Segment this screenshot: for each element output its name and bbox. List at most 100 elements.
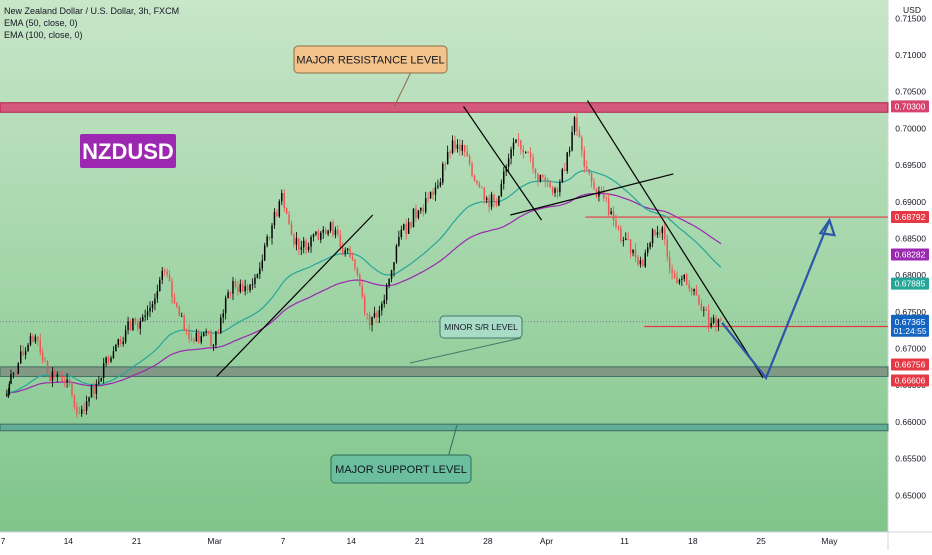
candle-body bbox=[73, 395, 76, 407]
candle-75 bbox=[183, 313, 185, 332]
candle-94 bbox=[229, 291, 232, 299]
candle-113 bbox=[276, 209, 278, 218]
minor-sr-callout-box bbox=[439, 315, 523, 339]
candle-body bbox=[686, 274, 688, 285]
minor-sr-callout-pointer bbox=[409, 337, 522, 364]
candle-194 bbox=[473, 174, 476, 182]
candle-120 bbox=[293, 232, 295, 248]
candle-76 bbox=[185, 328, 188, 336]
price-tick-label: 0.70000 bbox=[895, 123, 926, 133]
major-support-callout: MAJOR SUPPORT LEVEL bbox=[330, 424, 472, 484]
candle-body bbox=[698, 295, 700, 304]
candle-277 bbox=[676, 271, 678, 285]
candle-129 bbox=[315, 231, 317, 236]
candle-139 bbox=[339, 229, 342, 251]
candle-90 bbox=[220, 314, 222, 335]
candle-257 bbox=[627, 232, 629, 241]
candle-body bbox=[239, 284, 242, 292]
candle-body bbox=[90, 386, 93, 398]
candle-20 bbox=[49, 373, 51, 384]
candle-body bbox=[410, 222, 412, 228]
candle-body bbox=[198, 332, 200, 343]
candle-body bbox=[498, 196, 500, 206]
candle-body bbox=[554, 188, 556, 193]
candle-1 bbox=[6, 390, 9, 398]
candle-275 bbox=[671, 264, 673, 280]
candle-0 bbox=[6, 389, 8, 398]
candle-body bbox=[310, 237, 312, 247]
candle-234 bbox=[571, 125, 573, 152]
candle-8 bbox=[20, 345, 22, 365]
candle-body bbox=[571, 131, 573, 151]
time-axis[interactable]: 7 14 21 Mar 7 14 21 28 Apr 11 18 25 May bbox=[1, 536, 839, 546]
candle-body bbox=[629, 239, 632, 254]
ema100-legend[interactable]: EMA (100, close, 0) bbox=[4, 30, 83, 40]
candle-body bbox=[54, 371, 56, 378]
candle-38 bbox=[93, 381, 95, 399]
candle-body bbox=[120, 339, 122, 344]
candle-15 bbox=[37, 336, 39, 346]
candle-199 bbox=[485, 195, 488, 204]
symbol-badge: NZDUSD bbox=[80, 134, 176, 168]
candle-201 bbox=[490, 191, 493, 211]
candle-83 bbox=[202, 332, 205, 337]
candle-182 bbox=[444, 161, 446, 171]
candle-97 bbox=[237, 281, 239, 296]
candle-53 bbox=[129, 319, 132, 331]
candle-103 bbox=[251, 278, 254, 290]
candle-body bbox=[349, 248, 351, 257]
candle-body bbox=[63, 381, 66, 382]
candle-205 bbox=[500, 179, 503, 198]
candle-body bbox=[356, 267, 359, 275]
candle-body bbox=[703, 309, 705, 311]
major-resistance-callout-box bbox=[293, 45, 448, 74]
ema50-legend[interactable]: EMA (50, close, 0) bbox=[4, 18, 78, 28]
candle-body bbox=[10, 374, 12, 384]
candle-133 bbox=[324, 227, 327, 235]
candle-123 bbox=[300, 240, 303, 256]
candle-279 bbox=[681, 275, 683, 286]
candle-128 bbox=[312, 233, 315, 242]
ema100-line bbox=[6, 192, 722, 394]
candle-body bbox=[585, 166, 588, 170]
candle-body bbox=[298, 238, 300, 250]
candle-body bbox=[122, 341, 124, 344]
candle-body bbox=[420, 207, 422, 211]
candle-116 bbox=[283, 189, 285, 213]
candle-153 bbox=[373, 306, 376, 319]
candle-60 bbox=[146, 305, 149, 321]
candle-175 bbox=[427, 192, 429, 203]
candle-270 bbox=[659, 229, 661, 239]
candle-74 bbox=[181, 312, 183, 317]
candle-body bbox=[529, 152, 532, 158]
candle-181 bbox=[442, 161, 444, 186]
candle-body bbox=[342, 247, 344, 254]
candle-225 bbox=[549, 180, 551, 189]
candle-body bbox=[515, 139, 517, 143]
candle-body bbox=[476, 180, 478, 184]
candle-body bbox=[444, 163, 446, 165]
candle-body bbox=[583, 150, 586, 167]
candle-body bbox=[149, 307, 151, 312]
candle-227 bbox=[554, 186, 556, 197]
candle-278 bbox=[678, 278, 681, 285]
candle-body bbox=[283, 192, 285, 209]
time-tick-label: 7 bbox=[1, 536, 6, 546]
candle-body bbox=[493, 194, 495, 202]
candle-242 bbox=[590, 171, 593, 188]
candle-40 bbox=[98, 376, 100, 385]
candle-body bbox=[707, 310, 710, 327]
candle-body bbox=[483, 187, 485, 200]
candle-body bbox=[210, 332, 212, 347]
candle-body bbox=[537, 173, 539, 182]
candle-body bbox=[556, 188, 559, 193]
candle-body bbox=[671, 269, 673, 274]
candle-body bbox=[307, 246, 310, 250]
candle-177 bbox=[432, 188, 434, 200]
candle-body bbox=[464, 145, 466, 152]
candle-body bbox=[320, 232, 322, 240]
candle-28 bbox=[68, 374, 71, 387]
